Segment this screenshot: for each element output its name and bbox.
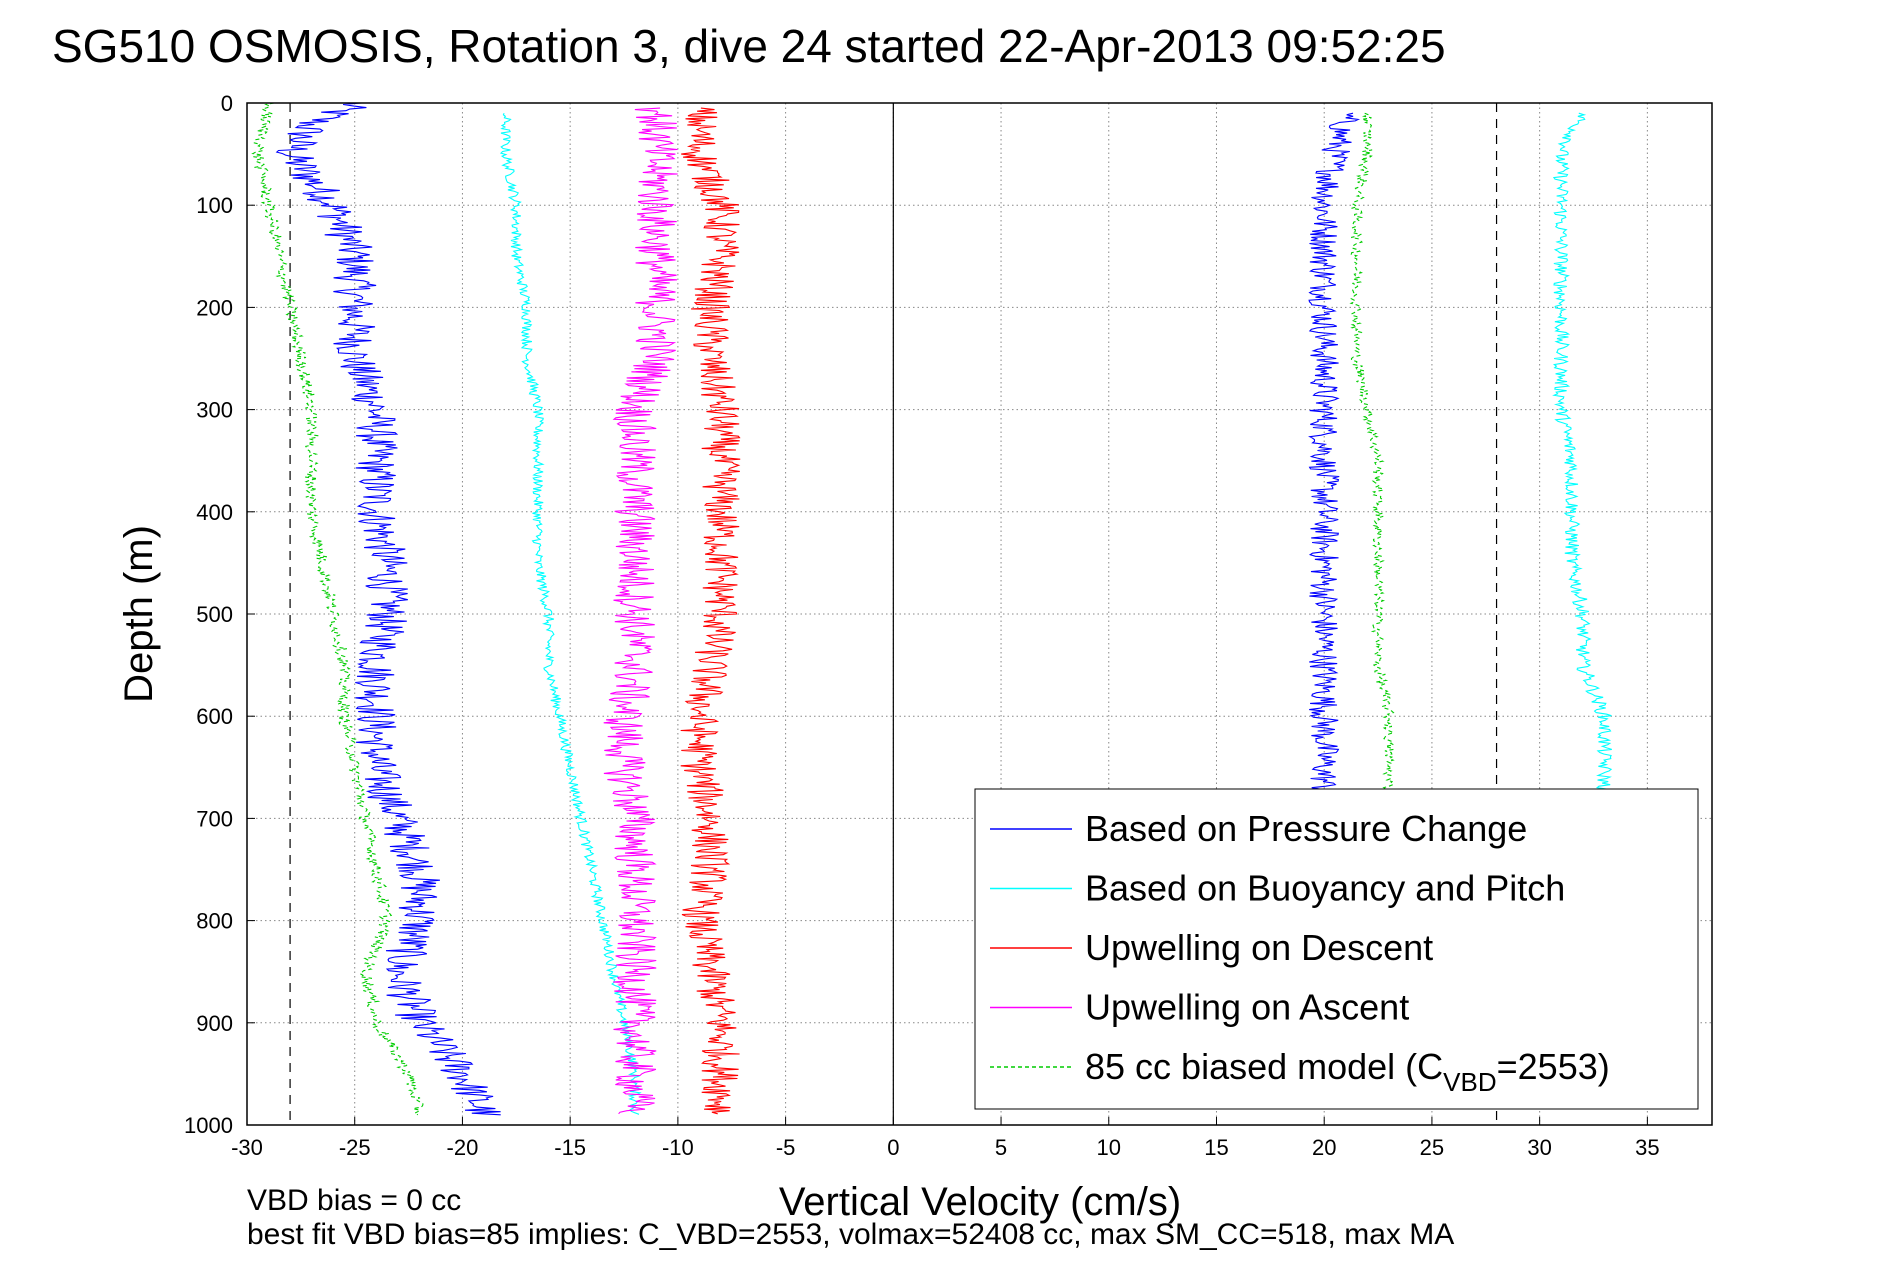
y-tick-label: 100 <box>196 193 233 218</box>
chart-title: SG510 OSMOSIS, Rotation 3, dive 24 start… <box>52 20 1446 72</box>
series-line <box>1349 112 1396 798</box>
legend-label-main: 85 cc biased model (C <box>1085 1046 1443 1087</box>
x-tick-label: 30 <box>1527 1135 1551 1160</box>
x-tick-label: 10 <box>1097 1135 1121 1160</box>
x-tick-label: -5 <box>776 1135 796 1160</box>
note-best-fit: best fit VBD bias=85 implies: C_VBD=2553… <box>247 1218 1454 1251</box>
x-tick-label: 5 <box>995 1135 1007 1160</box>
y-tick-label: 300 <box>196 398 233 423</box>
y-tick-label: 900 <box>196 1011 233 1036</box>
x-tick-label: -15 <box>554 1135 586 1160</box>
legend-label: Based on Pressure Change <box>1085 808 1527 849</box>
series-layer <box>251 103 1613 1116</box>
y-tick-label: 0 <box>221 91 233 116</box>
series-line <box>275 103 501 1116</box>
legend-label: Upwelling on Descent <box>1085 927 1433 968</box>
legend-label-tail: =2553) <box>1497 1046 1610 1087</box>
x-tick-label: -30 <box>231 1135 263 1160</box>
legend-label: Upwelling on Ascent <box>1085 987 1409 1028</box>
x-axis-ticks: -30 -25 -20 -15 -10 -5 0 5 10 15 20 25 30 35 <box>231 1117 1660 1160</box>
x-tick-label: 0 <box>887 1135 899 1160</box>
y-tick-label: 400 <box>196 500 233 525</box>
x-tick-label: 35 <box>1635 1135 1659 1160</box>
y-axis-label: Depth (m) <box>117 525 161 703</box>
series-line <box>1308 112 1361 798</box>
y-tick-label: 500 <box>196 602 233 627</box>
legend-box <box>974 788 1699 1110</box>
series-line <box>499 112 642 1115</box>
y-tick-label: 800 <box>196 909 233 934</box>
legend: Based on Pressure Change Based on Buoyanc… <box>974 788 1699 1110</box>
legend-label: 85 cc biased model (CVBD=2553) <box>1085 1046 1610 1097</box>
x-tick-label: 20 <box>1312 1135 1336 1160</box>
series-line <box>251 103 424 1116</box>
legend-label: Based on Buoyancy and Pitch <box>1085 868 1565 909</box>
x-tick-label: 15 <box>1204 1135 1228 1160</box>
y-tick-label: 1000 <box>184 1113 233 1138</box>
x-tick-label: -10 <box>662 1135 694 1160</box>
series-line <box>1552 112 1613 798</box>
x-axis-label: Vertical Velocity (cm/s) <box>779 1180 1181 1224</box>
x-tick-label: -20 <box>447 1135 479 1160</box>
y-axis-ticks: 0 100 200 300 400 500 600 700 800 900 1000 <box>184 91 255 1138</box>
x-tick-label: -25 <box>339 1135 371 1160</box>
series-line <box>603 107 678 1115</box>
x-tick-label: 25 <box>1420 1135 1444 1160</box>
note-vbd-bias: VBD bias = 0 cc <box>247 1184 461 1217</box>
series-line <box>680 107 741 1115</box>
y-tick-label: 700 <box>196 806 233 831</box>
legend-label-subscript: VBD <box>1443 1067 1496 1097</box>
y-tick-label: 200 <box>196 295 233 320</box>
y-tick-label: 600 <box>196 704 233 729</box>
